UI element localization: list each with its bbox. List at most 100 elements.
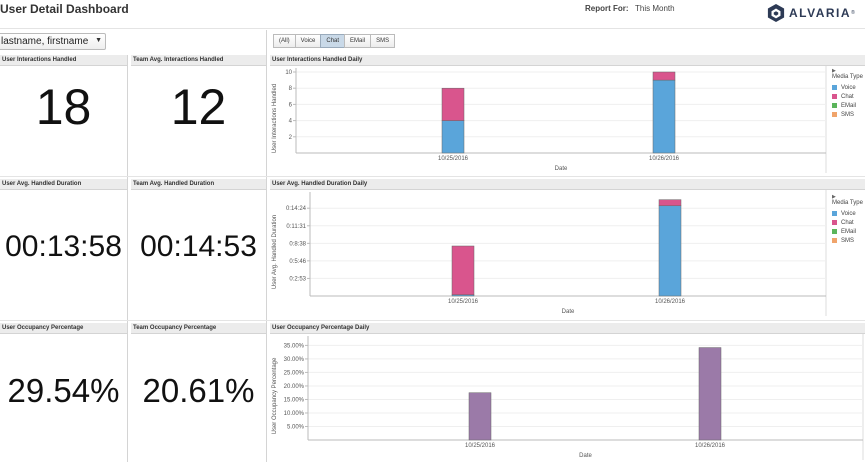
bar-voice [658, 205, 682, 297]
y-tick-label: 8 [289, 86, 293, 92]
y-axis-label: User Occupancy Percentage [272, 357, 278, 434]
legend-swatch [832, 103, 837, 108]
y-tick-label: 15.00% [284, 397, 305, 403]
alvaria-logo-icon [767, 4, 785, 22]
legend-label: EMail [841, 102, 857, 109]
media-filter-voice[interactable]: Voice [294, 34, 322, 48]
y-tick-label: 10.00% [284, 411, 305, 417]
legend-swatch [832, 229, 837, 234]
legend-title: Media Type [832, 74, 863, 80]
team-interactions-title: Team Avg. Interactions Handled [131, 55, 266, 66]
legend-label: SMS [841, 111, 855, 118]
y-tick-label: 35.00% [284, 343, 305, 349]
bar-chat [658, 199, 682, 207]
legend-expand-icon[interactable]: ▶ [832, 68, 836, 74]
y-tick-label: 10 [285, 70, 292, 76]
bar-occupancy [698, 347, 722, 441]
interactions-chart-title: User Interactions Handled Daily [270, 55, 865, 66]
report-for-label: Report For: [585, 4, 629, 13]
x-tick-label: 10/25/2016 [465, 443, 496, 449]
legend-label: Chat [841, 93, 854, 100]
user-duration-value: 00:13:58 [5, 230, 122, 263]
interactions-daily-chart: 2 4 6 8 10 10/25/2016 10/26/2016 Date User Inter… [272, 66, 827, 173]
media-filter-all[interactable]: (All) [273, 34, 296, 48]
legend-swatch [832, 112, 837, 117]
bar-occupancy [468, 392, 492, 441]
legend-swatch [832, 85, 837, 90]
legend-item-sms[interactable]: SMS [832, 110, 863, 119]
x-tick-label: 10/26/2016 [695, 443, 726, 449]
y-axis-label: User Avg. Handled Duration [272, 215, 278, 289]
occupancy-daily-chart: 5.00% 10.00% 15.00% 20.00% 25.00% 30.00% 35.00… [272, 334, 864, 460]
user-interactions-title: User Interactions Handled [0, 55, 127, 66]
legend-item-email[interactable]: EMail [832, 227, 863, 236]
media-filter-email[interactable]: EMail [344, 34, 372, 48]
team-occupancy-title: Team Occupancy Percentage [131, 323, 266, 334]
occupancy-chart-title: User Occupancy Percentage Daily [270, 323, 865, 334]
x-axis-label: Date [555, 166, 568, 172]
dashboard-title: User Detail Dashboard [0, 2, 129, 16]
bar-voice [652, 79, 676, 154]
duration-chart-title: User Avg. Handled Duration Daily [270, 179, 865, 190]
legend-expand-icon[interactable]: ▶ [832, 194, 836, 200]
user-interactions-value: 18 [35, 79, 92, 135]
alvaria-logo-text: ALVARIA [789, 6, 852, 20]
team-duration-value: 00:14:53 [140, 230, 257, 263]
legend-label: SMS [841, 237, 855, 244]
team-duration-title: Team Avg. Handled Duration [131, 179, 266, 190]
legend-item-chat[interactable]: Chat [832, 92, 863, 101]
legend-item-voice[interactable]: Voice [832, 83, 863, 92]
legend-item-voice[interactable]: Voice [832, 209, 863, 218]
media-type-legend: ▶ Media Type Voice Chat EMail SMS [832, 194, 863, 245]
legend-swatch [832, 94, 837, 99]
report-for-value: This Month [635, 4, 675, 13]
y-tick-label: 0:11:31 [286, 224, 306, 230]
registered-mark: ® [851, 10, 855, 16]
row-divider [0, 176, 865, 177]
user-occupancy-title: User Occupancy Percentage [0, 323, 127, 334]
chevron-down-icon: ▼ [95, 37, 102, 44]
y-tick-label: 2 [289, 135, 293, 141]
user-select[interactable]: lastname, firstname ▼ [0, 33, 106, 50]
legend-item-email[interactable]: EMail [832, 101, 863, 110]
y-tick-label: 0:2:53 [289, 276, 306, 282]
y-tick-label: 0:8:38 [289, 241, 306, 247]
legend-item-sms[interactable]: SMS [832, 236, 863, 245]
x-tick-label: 10/26/2016 [649, 156, 680, 162]
media-type-legend: ▶ Media Type Voice Chat EMail SMS [832, 68, 863, 119]
legend-label: Voice [841, 84, 856, 91]
legend-swatch [832, 238, 837, 243]
legend-swatch [832, 220, 837, 225]
y-tick-label: 0:5:46 [289, 259, 306, 265]
team-interactions-value: 12 [170, 79, 227, 135]
kpi-divider [127, 55, 128, 462]
alvaria-logo: ALVARIA ® [767, 4, 855, 22]
legend-label: Voice [841, 210, 856, 217]
y-tick-label: 30.00% [284, 357, 305, 363]
header-divider [0, 28, 865, 29]
legend-item-chat[interactable]: Chat [832, 218, 863, 227]
x-tick-label: 10/26/2016 [655, 299, 686, 305]
user-occupancy-value: 29.54% [7, 372, 120, 409]
user-select-value: lastname, firstname [1, 36, 89, 47]
legend-title: Media Type [832, 200, 863, 206]
duration-daily-chart: 0:2:53 0:5:46 0:8:38 0:11:31 0:14:24 10/25/20… [272, 190, 827, 316]
bar-chat [652, 71, 676, 81]
media-filter-sms[interactable]: SMS [370, 34, 396, 48]
x-tick-label: 10/25/2016 [438, 156, 469, 162]
bar-chat [451, 245, 475, 296]
bar-chat [441, 87, 465, 121]
y-tick-label: 5.00% [287, 424, 305, 430]
y-tick-label: 6 [289, 102, 293, 108]
x-axis-label: Date [579, 453, 592, 459]
row-divider [0, 320, 865, 321]
y-tick-label: 4 [289, 119, 293, 125]
legend-label: EMail [841, 228, 857, 235]
user-duration-title: User Avg. Handled Duration [0, 179, 127, 190]
x-tick-label: 10/25/2016 [448, 299, 479, 305]
media-filter-chat[interactable]: Chat [320, 34, 346, 48]
media-type-filter: (All) Voice Chat EMail SMS [273, 34, 396, 48]
x-axis-label: Date [562, 309, 575, 315]
bar-voice [441, 120, 465, 154]
legend-label: Chat [841, 219, 854, 226]
